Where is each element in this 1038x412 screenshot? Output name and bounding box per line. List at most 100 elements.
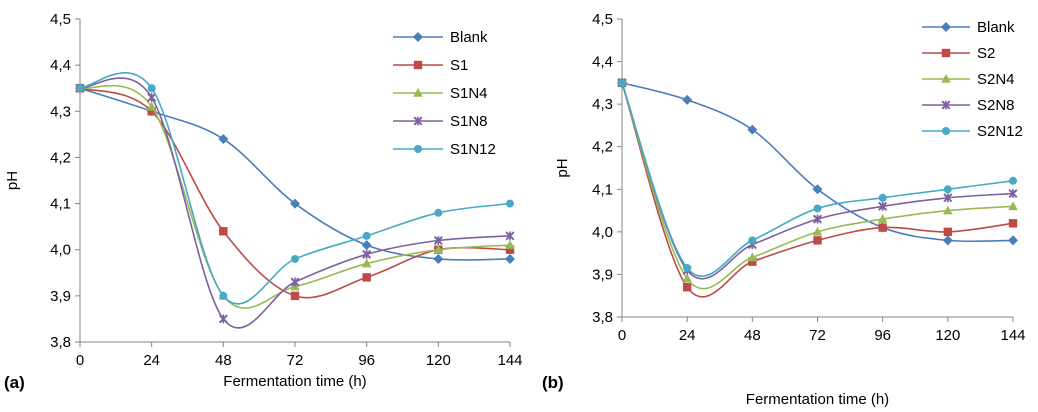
data-point <box>290 198 300 209</box>
data-point <box>1008 219 1018 228</box>
data-point <box>1008 189 1018 199</box>
data-point <box>505 240 515 249</box>
legend-swatch-marker <box>941 100 951 110</box>
data-point <box>813 204 822 213</box>
y-tick-label: 4,0 <box>50 242 71 259</box>
data-point <box>290 291 300 301</box>
x-tick-label: 120 <box>426 352 451 369</box>
legend-label: S1 <box>450 57 468 74</box>
y-tick-label: 4,5 <box>592 11 613 28</box>
legend-item-s2n8: S2N8 <box>922 97 1015 114</box>
x-axis-title: Fermentation time (h) <box>746 391 889 408</box>
data-point <box>1008 201 1018 211</box>
panel-label: (a) <box>4 373 25 392</box>
legend-swatch-marker <box>941 22 951 32</box>
series-s2n8 <box>617 78 1018 280</box>
x-tick-label: 48 <box>744 327 761 344</box>
data-point <box>433 235 443 245</box>
panel-label: (b) <box>542 373 564 392</box>
y-axis-title: pH <box>4 171 21 190</box>
data-point <box>362 273 371 282</box>
legend-label: S1N8 <box>450 113 488 130</box>
data-point <box>505 231 515 241</box>
series-line <box>79 87 511 299</box>
chart-panel-a: 3,8 3,9 4,0 4,1 4,2 4,3 4,4 4,5 0 24 48 72 96 120 144 F… <box>4 11 523 392</box>
data-point <box>362 249 372 259</box>
data-point <box>682 273 692 283</box>
data-point <box>682 94 693 105</box>
series-line <box>79 72 511 305</box>
legend-swatch-marker <box>941 48 951 58</box>
data-point <box>218 314 228 324</box>
x-tick-label: 120 <box>935 327 960 344</box>
data-point <box>812 226 823 236</box>
data-point <box>813 236 822 245</box>
data-point <box>748 236 757 245</box>
legend-item-s1n4: S1N4 <box>393 85 488 102</box>
data-point <box>505 245 515 254</box>
x-tick-label: 96 <box>358 352 375 369</box>
x-tick-label: 72 <box>287 352 304 369</box>
x-tick-label: 144 <box>497 352 522 369</box>
data-point <box>943 185 952 194</box>
x-tick-label: 72 <box>809 327 826 344</box>
data-point <box>618 78 626 87</box>
data-point <box>942 235 953 246</box>
legend-item-s1n8: S1N8 <box>393 113 488 130</box>
y-tick-label: 4,1 <box>592 181 613 198</box>
legend-label: S1N12 <box>450 141 496 158</box>
y-tick-label: 4,2 <box>50 149 71 166</box>
data-point <box>812 184 823 195</box>
y-axis-title: pH <box>554 158 571 177</box>
legend-item-s1n12: S1N12 <box>393 141 496 158</box>
x-tick-label: 24 <box>143 352 160 369</box>
data-point <box>147 107 156 116</box>
legend-swatch-marker <box>413 60 423 70</box>
data-point <box>878 201 888 211</box>
y-tick-label: 4,3 <box>592 96 613 113</box>
legend-item-s1: S1 <box>393 57 468 74</box>
y-tick-label: 4,2 <box>592 139 613 156</box>
x-tick-label: 144 <box>1000 327 1025 344</box>
legend-swatch-marker <box>413 32 423 42</box>
data-point <box>291 254 299 263</box>
data-point <box>877 214 888 223</box>
x-axis-title: Fermentation time (h) <box>223 373 366 390</box>
data-point <box>748 257 757 266</box>
data-point <box>361 258 372 268</box>
x-tick-label: 96 <box>874 327 891 344</box>
data-point <box>146 101 157 111</box>
series-line <box>621 82 1014 280</box>
chart-panel-b: 3,8 3,9 4,0 4,1 4,2 4,3 4,4 4,5 0 24 48 72 96 120 144 F… <box>542 11 1026 408</box>
data-point <box>1009 176 1017 185</box>
data-point <box>747 124 758 135</box>
legend-label: Blank <box>450 29 488 46</box>
y-tick-label: 3,8 <box>50 334 71 351</box>
series-s2n4 <box>617 77 1018 290</box>
series-s1n4 <box>75 83 515 309</box>
data-point <box>505 253 515 264</box>
x-tick-label: 0 <box>618 327 626 344</box>
legend-label: S2N8 <box>977 97 1015 114</box>
legend-swatch-marker <box>941 74 951 83</box>
data-point <box>878 193 887 202</box>
y-tick-label: 4,0 <box>592 224 613 241</box>
data-point <box>434 208 443 217</box>
series-line <box>621 82 1014 277</box>
data-point <box>812 214 823 224</box>
series-s1 <box>75 84 515 301</box>
legend-swatch-marker <box>414 145 422 153</box>
data-point <box>218 133 229 144</box>
y-tick-label: 4,3 <box>50 103 71 120</box>
data-point <box>683 264 692 273</box>
y-tick-label: 4,4 <box>50 57 71 74</box>
x-tick-label: 48 <box>215 352 232 369</box>
data-point <box>943 193 953 203</box>
data-point <box>147 84 156 93</box>
data-point <box>506 199 514 208</box>
data-point <box>943 205 953 215</box>
x-tick-label: 24 <box>679 327 696 344</box>
series-s1n12 <box>76 72 514 305</box>
legend-label: Blank <box>977 19 1015 36</box>
